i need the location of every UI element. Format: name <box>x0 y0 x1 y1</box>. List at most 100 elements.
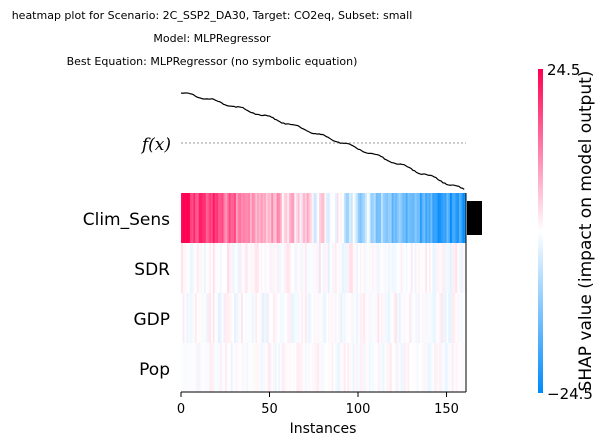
heatmap-cell-pop-119 <box>391 343 394 393</box>
heatmap-cell-pop-19 <box>214 343 217 393</box>
heatmap-cell-gdp-16 <box>209 293 212 343</box>
heatmap-cell-clim-sens-89 <box>338 193 341 243</box>
heatmap-cell-sdr-107 <box>370 243 373 293</box>
heatmap-cell-clim-sens-96 <box>350 193 354 243</box>
heatmap-cell-sdr-46 <box>262 243 265 293</box>
heatmap-cell-pop-58 <box>283 343 286 393</box>
heatmap-cell-clim-sens-33 <box>239 193 242 243</box>
heatmap-cell-gdp-91 <box>342 293 345 343</box>
heatmap-cell-sdr-151 <box>448 243 451 293</box>
heatmap-cell-clim-sens-34 <box>241 193 244 243</box>
heatmap-cell-pop-136 <box>421 343 424 393</box>
heatmap-cell-gdp-75 <box>313 293 316 343</box>
heatmap-cell-sdr-8 <box>195 243 198 293</box>
heatmap-cell-pop-5 <box>189 343 192 393</box>
heatmap-cell-pop-93 <box>345 343 348 393</box>
heatmap-cell-sdr-79 <box>320 243 323 293</box>
heatmap-cell-gdp-124 <box>400 293 403 343</box>
heatmap-cell-clim-sens-84 <box>329 193 332 243</box>
heatmap-cell-pop-156 <box>457 343 460 393</box>
heatmap-cell-pop-51 <box>271 343 274 393</box>
heatmap-cell-clim-sens-30 <box>234 193 237 243</box>
heatmap-cell-clim-sens-40 <box>251 193 254 243</box>
heatmap-cell-clim-sens-90 <box>340 193 343 243</box>
heatmap-cell-gdp-140 <box>428 293 431 343</box>
heatmap-cell-pop-25 <box>225 343 228 393</box>
heatmap-cell-pop-103 <box>363 343 366 393</box>
heatmap-cell-gdp-141 <box>430 293 433 343</box>
heatmap-cell-clim-sens-113 <box>381 193 384 243</box>
heatmap-cell-gdp-23 <box>221 293 224 343</box>
heatmap-cell-pop-139 <box>427 343 430 393</box>
heatmap-cell-gdp-9 <box>196 293 200 343</box>
heatmap-cell-gdp-50 <box>269 293 272 343</box>
heatmap-cell-gdp-88 <box>336 293 339 343</box>
heatmap-cell-pop-22 <box>219 343 223 393</box>
heatmap-cell-sdr-87 <box>335 243 338 293</box>
heatmap-cell-gdp-36 <box>244 293 247 343</box>
heatmap-cell-gdp-31 <box>235 293 238 343</box>
heatmap-cell-sdr-32 <box>237 243 240 293</box>
heatmap-cell-sdr-7 <box>193 243 196 293</box>
heatmap-cell-sdr-52 <box>273 243 276 293</box>
heatmap-cell-pop-128 <box>407 343 410 393</box>
heatmap-cell-gdp-153 <box>451 293 454 343</box>
heatmap-cell-sdr-34 <box>241 243 244 293</box>
heatmap-cell-gdp-81 <box>324 293 327 343</box>
heatmap-cell-gdp-145 <box>437 293 440 343</box>
heatmap-cell-clim-sens-9 <box>196 193 200 243</box>
heatmap-cell-pop-72 <box>308 343 311 393</box>
heatmap-cell-sdr-130 <box>411 243 414 293</box>
heatmap-cell-clim-sens-150 <box>446 193 449 243</box>
heatmap-cell-clim-sens-121 <box>395 193 398 243</box>
heatmap-cell-sdr-84 <box>329 243 332 293</box>
heatmap-cell-clim-sens-49 <box>267 193 270 243</box>
heatmap-cell-clim-sens-60 <box>287 193 290 243</box>
heatmap-cell-pop-74 <box>311 343 315 393</box>
heatmap-cell-gdp-84 <box>329 293 332 343</box>
heatmap-cell-clim-sens-88 <box>336 193 339 243</box>
heatmap-cell-gdp-108 <box>372 293 375 343</box>
heatmap-cell-gdp-0 <box>181 293 184 343</box>
heatmap-cell-gdp-27 <box>228 293 231 343</box>
heatmap-cell-clim-sens-42 <box>255 193 258 243</box>
heatmap-cell-clim-sens-160 <box>464 193 467 243</box>
heatmap-cell-sdr-133 <box>416 243 419 293</box>
heatmap-cell-clim-sens-138 <box>425 193 428 243</box>
heatmap-cell-clim-sens-134 <box>418 193 421 243</box>
heatmap-cell-clim-sens-151 <box>448 193 451 243</box>
feature-label-sdr: SDR <box>134 260 170 280</box>
heatmap-cell-pop-12 <box>202 343 205 393</box>
heatmap-cell-sdr-131 <box>412 243 416 293</box>
heatmap-cell-gdp-54 <box>276 293 279 343</box>
heatmap-cell-gdp-40 <box>251 293 254 343</box>
heatmap-cell-gdp-106 <box>368 293 371 343</box>
heatmap-cell-gdp-101 <box>359 293 362 343</box>
heatmap-cell-clim-sens-106 <box>368 193 371 243</box>
heatmap-cell-pop-75 <box>313 343 316 393</box>
heatmap-cell-pop-81 <box>324 343 327 393</box>
heatmap-cell-sdr-132 <box>414 243 417 293</box>
heatmap-cell-gdp-87 <box>335 293 338 343</box>
heatmap-cell-pop-89 <box>338 343 341 393</box>
heatmap-cell-clim-sens-98 <box>354 193 357 243</box>
heatmap-cell-pop-44 <box>258 343 262 393</box>
heatmap-cell-sdr-127 <box>405 243 408 293</box>
heatmap-cell-clim-sens-79 <box>320 193 323 243</box>
heatmap-cell-pop-88 <box>336 343 339 393</box>
heatmap-cell-gdp-62 <box>290 293 293 343</box>
heatmap-cell-pop-83 <box>327 343 331 393</box>
heatmap-cell-clim-sens-48 <box>265 193 269 243</box>
heatmap-cell-sdr-2 <box>184 243 187 293</box>
heatmap-cell-clim-sens-76 <box>315 193 318 243</box>
heatmap-cell-gdp-89 <box>338 293 341 343</box>
heatmap-cell-clim-sens-139 <box>427 193 430 243</box>
heatmap-cell-gdp-49 <box>267 293 270 343</box>
heatmap-cell-clim-sens-66 <box>297 193 300 243</box>
heatmap-cell-clim-sens-146 <box>439 193 442 243</box>
feature-label-pop: Pop <box>139 360 170 380</box>
heatmap-cell-clim-sens-101 <box>359 193 362 243</box>
heatmap-cell-pop-84 <box>329 343 332 393</box>
heatmap-cell-sdr-47 <box>264 243 267 293</box>
heatmap-cell-clim-sens-93 <box>345 193 348 243</box>
